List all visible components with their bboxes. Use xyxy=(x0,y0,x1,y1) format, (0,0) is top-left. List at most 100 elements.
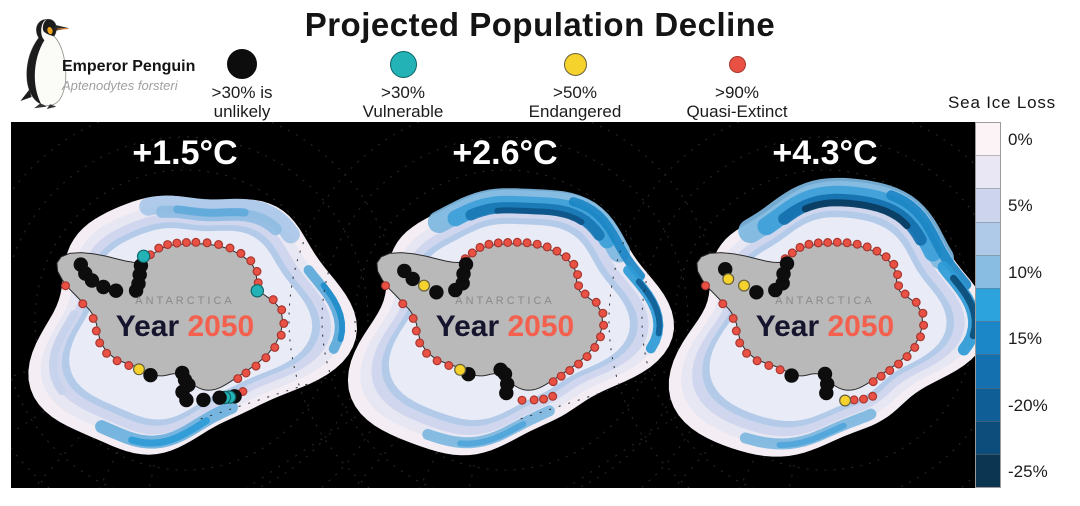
colony-dot-r xyxy=(422,348,432,358)
colorbar-swatch xyxy=(976,254,1000,288)
penguin-beak xyxy=(54,25,70,31)
colorbar-swatch xyxy=(976,123,1000,156)
colony-dot-r xyxy=(268,295,278,305)
colony-dot-r xyxy=(493,238,503,248)
colony-dot-r xyxy=(202,238,212,248)
colony-dot-r xyxy=(911,297,921,307)
colony-dot-b xyxy=(493,362,508,377)
colony-dot-r xyxy=(381,281,391,291)
colony-dot-b xyxy=(779,256,795,271)
colony-dot-r xyxy=(172,238,182,248)
colony-dot-r xyxy=(246,256,256,266)
colony-dot-r xyxy=(408,313,418,323)
year-label: Year 2050 xyxy=(116,310,254,343)
colony-dot-r xyxy=(718,299,728,309)
legend-dot-box xyxy=(497,48,653,80)
colony-dot-r xyxy=(894,281,904,291)
colony-dot-r xyxy=(241,368,251,378)
sea-ice-streak xyxy=(457,421,527,447)
colony-dot-r xyxy=(261,353,271,363)
colony-dot-b xyxy=(143,368,158,383)
colony-dot-r xyxy=(919,320,929,330)
colony-dot-r xyxy=(484,239,494,249)
colony-dot-r xyxy=(539,394,549,404)
colony-dot-r xyxy=(467,248,477,258)
colony-dot-r xyxy=(432,356,442,366)
colony-dot-r xyxy=(517,395,527,405)
colony-dot-b xyxy=(718,262,733,277)
colorbar-tick-label: 0% xyxy=(1008,129,1033,149)
colony-dot-r xyxy=(591,297,601,307)
colony-dot-r xyxy=(561,252,571,262)
colony-dot-r xyxy=(595,332,605,342)
graticule-circle xyxy=(11,136,369,488)
colony-dot-r xyxy=(112,356,122,366)
colony-dot-r xyxy=(548,377,558,387)
colony-dot-r xyxy=(859,394,869,404)
colony-dot-r xyxy=(849,395,859,405)
species-latin-name: Aptenodytes forsteri xyxy=(62,78,178,94)
page-title: Projected Population Decline xyxy=(304,6,776,43)
colony-dot-r xyxy=(276,330,286,340)
colony-dot-r xyxy=(279,318,289,328)
colony-dot-r xyxy=(60,281,70,291)
colony-dot-r xyxy=(529,395,539,405)
colorbar-swatch xyxy=(976,321,1000,355)
colony-dot-r xyxy=(270,342,280,352)
sea-ice-streak xyxy=(950,274,975,340)
colony-dot-b xyxy=(405,271,420,287)
colony-dot-r xyxy=(590,342,600,352)
colony-dot-r xyxy=(775,365,785,375)
colony-dot-r xyxy=(728,313,738,323)
colony-dot-r xyxy=(599,320,609,330)
legend-category-dot-icon xyxy=(728,55,746,73)
colony-dot-y xyxy=(418,279,431,292)
colony-dot-r xyxy=(415,338,425,348)
colorbar-swatch xyxy=(976,387,1000,421)
graticule-circle xyxy=(321,136,689,488)
map-title: +1.5°C xyxy=(132,134,237,172)
colony-dot-r xyxy=(885,366,895,376)
colorbar-swatch xyxy=(976,221,1000,255)
colony-dot-r xyxy=(742,348,752,358)
colorbar-swatch xyxy=(976,354,1000,388)
colony-dot-r xyxy=(252,266,262,276)
colorbar-swatch xyxy=(976,155,1000,189)
colony-dot-r xyxy=(78,299,88,309)
colony-dot-r xyxy=(842,238,852,248)
colony-dot-b xyxy=(175,365,190,381)
colony-dot-r xyxy=(868,377,878,387)
colony-dot-r xyxy=(95,338,105,348)
map-title: +4.3°C xyxy=(772,134,877,172)
sea-ice-streak xyxy=(320,282,346,343)
colony-dot-b xyxy=(458,257,474,272)
colony-dot-r xyxy=(88,313,98,323)
colony-dot-r xyxy=(102,348,112,358)
colony-dot-y xyxy=(722,273,735,286)
colony-dot-r xyxy=(580,289,590,299)
colony-dot-b xyxy=(84,273,100,288)
colony-dot-r xyxy=(124,361,134,371)
colony-dot-r xyxy=(191,237,201,247)
colony-dot-r xyxy=(532,239,542,249)
colony-dot-t xyxy=(136,249,151,263)
penguin-back xyxy=(26,19,47,105)
legend-label: >30% is unlikely xyxy=(211,83,273,121)
colony-dot-r xyxy=(91,326,101,336)
sea-ice-streak xyxy=(173,205,249,217)
legend-item: >30% is unlikely xyxy=(164,48,320,121)
legend-category-dot-icon xyxy=(563,52,587,76)
colony-dot-r xyxy=(503,237,513,247)
colony-dot-r xyxy=(764,361,774,371)
sea-ice-colorbar xyxy=(975,122,1001,488)
colony-dot-r xyxy=(735,338,745,348)
legend-label: >90% Quasi-Extinct xyxy=(686,83,788,121)
colorbar-swatch xyxy=(976,287,1000,322)
colony-dot-r xyxy=(832,237,842,247)
colony-dot-r xyxy=(910,342,920,352)
colony-dot-r xyxy=(893,270,903,280)
colony-dot-r xyxy=(548,391,558,401)
map-scenario-2: +2.6°C ANTARCTICA Year 2050 xyxy=(200,122,722,488)
sea-ice-streak xyxy=(635,278,663,337)
